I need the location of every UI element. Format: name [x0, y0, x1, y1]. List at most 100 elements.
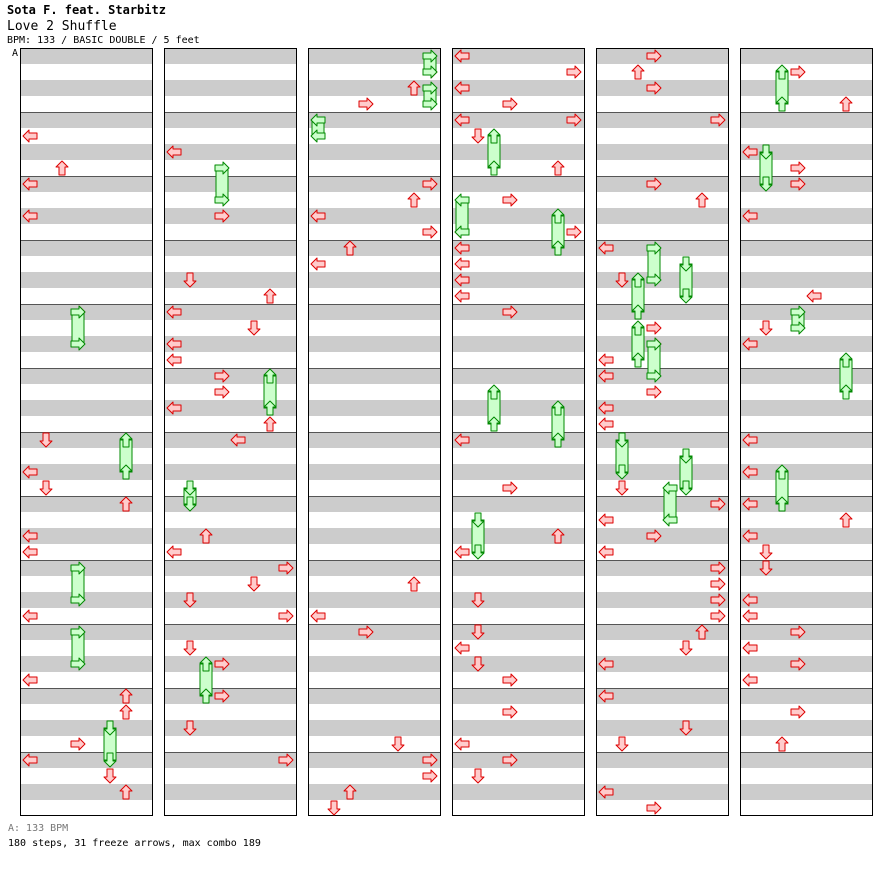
- freeze-head: [790, 305, 806, 319]
- grid-stripe: [20, 688, 153, 704]
- grid-stripe: [596, 688, 729, 704]
- grid-stripe: [596, 528, 729, 544]
- grid-stripe: [20, 48, 153, 64]
- grid-stripe: [596, 80, 729, 96]
- freeze-head: [214, 161, 230, 175]
- tap-arrow: [790, 65, 806, 79]
- tap-arrow: [214, 657, 230, 671]
- song-artist: Sota F. feat. Starbitz: [7, 3, 166, 17]
- tap-arrow: [70, 737, 86, 751]
- grid-stripe: [452, 112, 585, 128]
- tap-arrow: [742, 337, 758, 351]
- column-border: [20, 48, 153, 816]
- grid-stripe: [740, 624, 873, 640]
- grid-stripe: [308, 784, 441, 800]
- grid-stripe: [20, 656, 153, 672]
- grid-stripe: [308, 688, 441, 704]
- freeze-body: [647, 343, 661, 377]
- tap-arrow: [22, 529, 38, 543]
- grid-stripe: [596, 560, 729, 576]
- freeze-head: [759, 144, 773, 160]
- grid-stripe: [596, 272, 729, 288]
- grid-stripe: [452, 656, 585, 672]
- freeze-tail: [487, 416, 501, 432]
- grid-stripe: [452, 784, 585, 800]
- grid-stripe: [308, 528, 441, 544]
- tap-arrow: [471, 656, 485, 672]
- grid-stripe: [452, 688, 585, 704]
- tap-arrow: [598, 785, 614, 799]
- grid-stripe: [596, 208, 729, 224]
- grid-stripe: [596, 656, 729, 672]
- tap-arrow: [695, 624, 709, 640]
- tap-arrow: [343, 240, 357, 256]
- freeze-tail: [631, 304, 645, 320]
- grid-stripe: [164, 624, 297, 640]
- tap-arrow: [759, 320, 773, 336]
- grid-stripe: [596, 48, 729, 64]
- freeze-head: [70, 625, 86, 639]
- grid-stripe: [20, 464, 153, 480]
- grid-stripe: [20, 496, 153, 512]
- tap-arrow: [422, 769, 438, 783]
- freeze-tail: [679, 480, 693, 496]
- grid-stripe: [740, 656, 873, 672]
- grid-stripe: [20, 528, 153, 544]
- grid-stripe: [740, 176, 873, 192]
- grid-stripe: [740, 720, 873, 736]
- tap-arrow: [646, 49, 662, 63]
- tap-arrow: [119, 688, 133, 704]
- tap-arrow: [199, 528, 213, 544]
- tap-arrow: [631, 64, 645, 80]
- grid-stripe: [740, 368, 873, 384]
- grid-stripe: [740, 80, 873, 96]
- freeze-tail: [422, 97, 438, 111]
- grid-stripe: [740, 240, 873, 256]
- tap-arrow: [566, 225, 582, 239]
- tap-arrow: [407, 192, 421, 208]
- freeze-head: [422, 49, 438, 63]
- tap-arrow: [183, 720, 197, 736]
- column-border: [452, 48, 585, 816]
- grid-stripe: [164, 272, 297, 288]
- tap-arrow: [22, 177, 38, 191]
- tap-arrow: [454, 241, 470, 255]
- grid-stripe: [596, 784, 729, 800]
- grid-stripe: [452, 560, 585, 576]
- column-border: [308, 48, 441, 816]
- grid-stripe: [308, 272, 441, 288]
- tap-arrow: [742, 209, 758, 223]
- tap-arrow: [263, 288, 277, 304]
- grid-stripe: [452, 144, 585, 160]
- freeze-head: [839, 352, 853, 368]
- tap-arrow: [471, 768, 485, 784]
- grid-stripe: [740, 208, 873, 224]
- grid-stripe: [164, 560, 297, 576]
- tap-arrow: [391, 736, 405, 752]
- freeze-tail: [662, 513, 678, 527]
- grid-stripe: [740, 48, 873, 64]
- grid-stripe: [164, 368, 297, 384]
- freeze-tail: [183, 496, 197, 512]
- tap-arrow: [615, 480, 629, 496]
- tap-arrow: [790, 161, 806, 175]
- grid-stripe: [308, 208, 441, 224]
- freeze-tail: [679, 288, 693, 304]
- freeze-head: [310, 113, 326, 127]
- grid-stripe: [452, 336, 585, 352]
- grid-stripe: [596, 464, 729, 480]
- freeze-tail: [615, 464, 629, 480]
- grid-stripe: [20, 784, 153, 800]
- tap-arrow: [551, 160, 565, 176]
- tap-arrow: [358, 97, 374, 111]
- tap-arrow: [166, 401, 182, 415]
- song-title: Love 2 Shuffle: [7, 19, 117, 34]
- tap-arrow: [310, 209, 326, 223]
- grid-stripe: [20, 720, 153, 736]
- grid-stripe: [20, 432, 153, 448]
- freeze-head: [551, 400, 565, 416]
- grid-stripe: [596, 400, 729, 416]
- grid-stripe: [164, 592, 297, 608]
- grid-stripe: [452, 752, 585, 768]
- grid-stripe: [164, 304, 297, 320]
